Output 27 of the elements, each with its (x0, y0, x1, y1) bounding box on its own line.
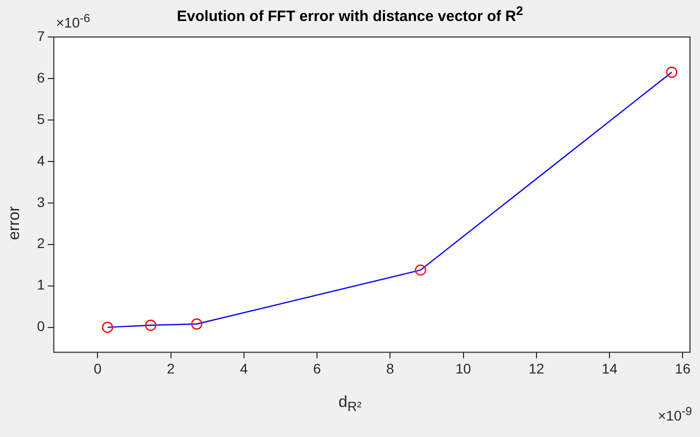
x-tick-label: 6 (313, 360, 322, 376)
x-tick-label: 10 (456, 360, 472, 376)
y-tick-label: 6 (36, 69, 45, 86)
point (414, 264, 426, 276)
text: ×10$^{-6}$ (56, 12, 90, 31)
x-tick-label: 2 (166, 360, 175, 376)
y-tick-label: 5 (36, 110, 45, 127)
x-axis-title: d$_{R²}$ (338, 394, 362, 414)
point (666, 66, 678, 78)
point (102, 322, 114, 333)
x-tick-label: 4 (240, 360, 248, 376)
x-tick-label: 12 (528, 360, 544, 376)
point (145, 320, 156, 331)
y-tick-label: 0 (36, 318, 45, 334)
y-tick-label: 3 (36, 194, 45, 210)
y-axis-title: error (6, 206, 24, 240)
x-tick-label: 16 (674, 360, 691, 376)
x-tick-label: 8 (386, 360, 394, 376)
chart-title: Evolution of FFT error with distance vector of R$^{2}$ (176, 4, 524, 25)
y-tick-label: 1 (36, 276, 45, 293)
y-tick-label: 2 (36, 235, 45, 252)
x-tick-label: 14 (602, 360, 618, 376)
x-tick-label: 0 (94, 360, 102, 376)
point (191, 318, 202, 330)
y-tick-label: 7 (36, 28, 45, 44)
y-tick-label: 4 (36, 152, 45, 168)
text: ×10$^{-9}$ (658, 405, 692, 424)
